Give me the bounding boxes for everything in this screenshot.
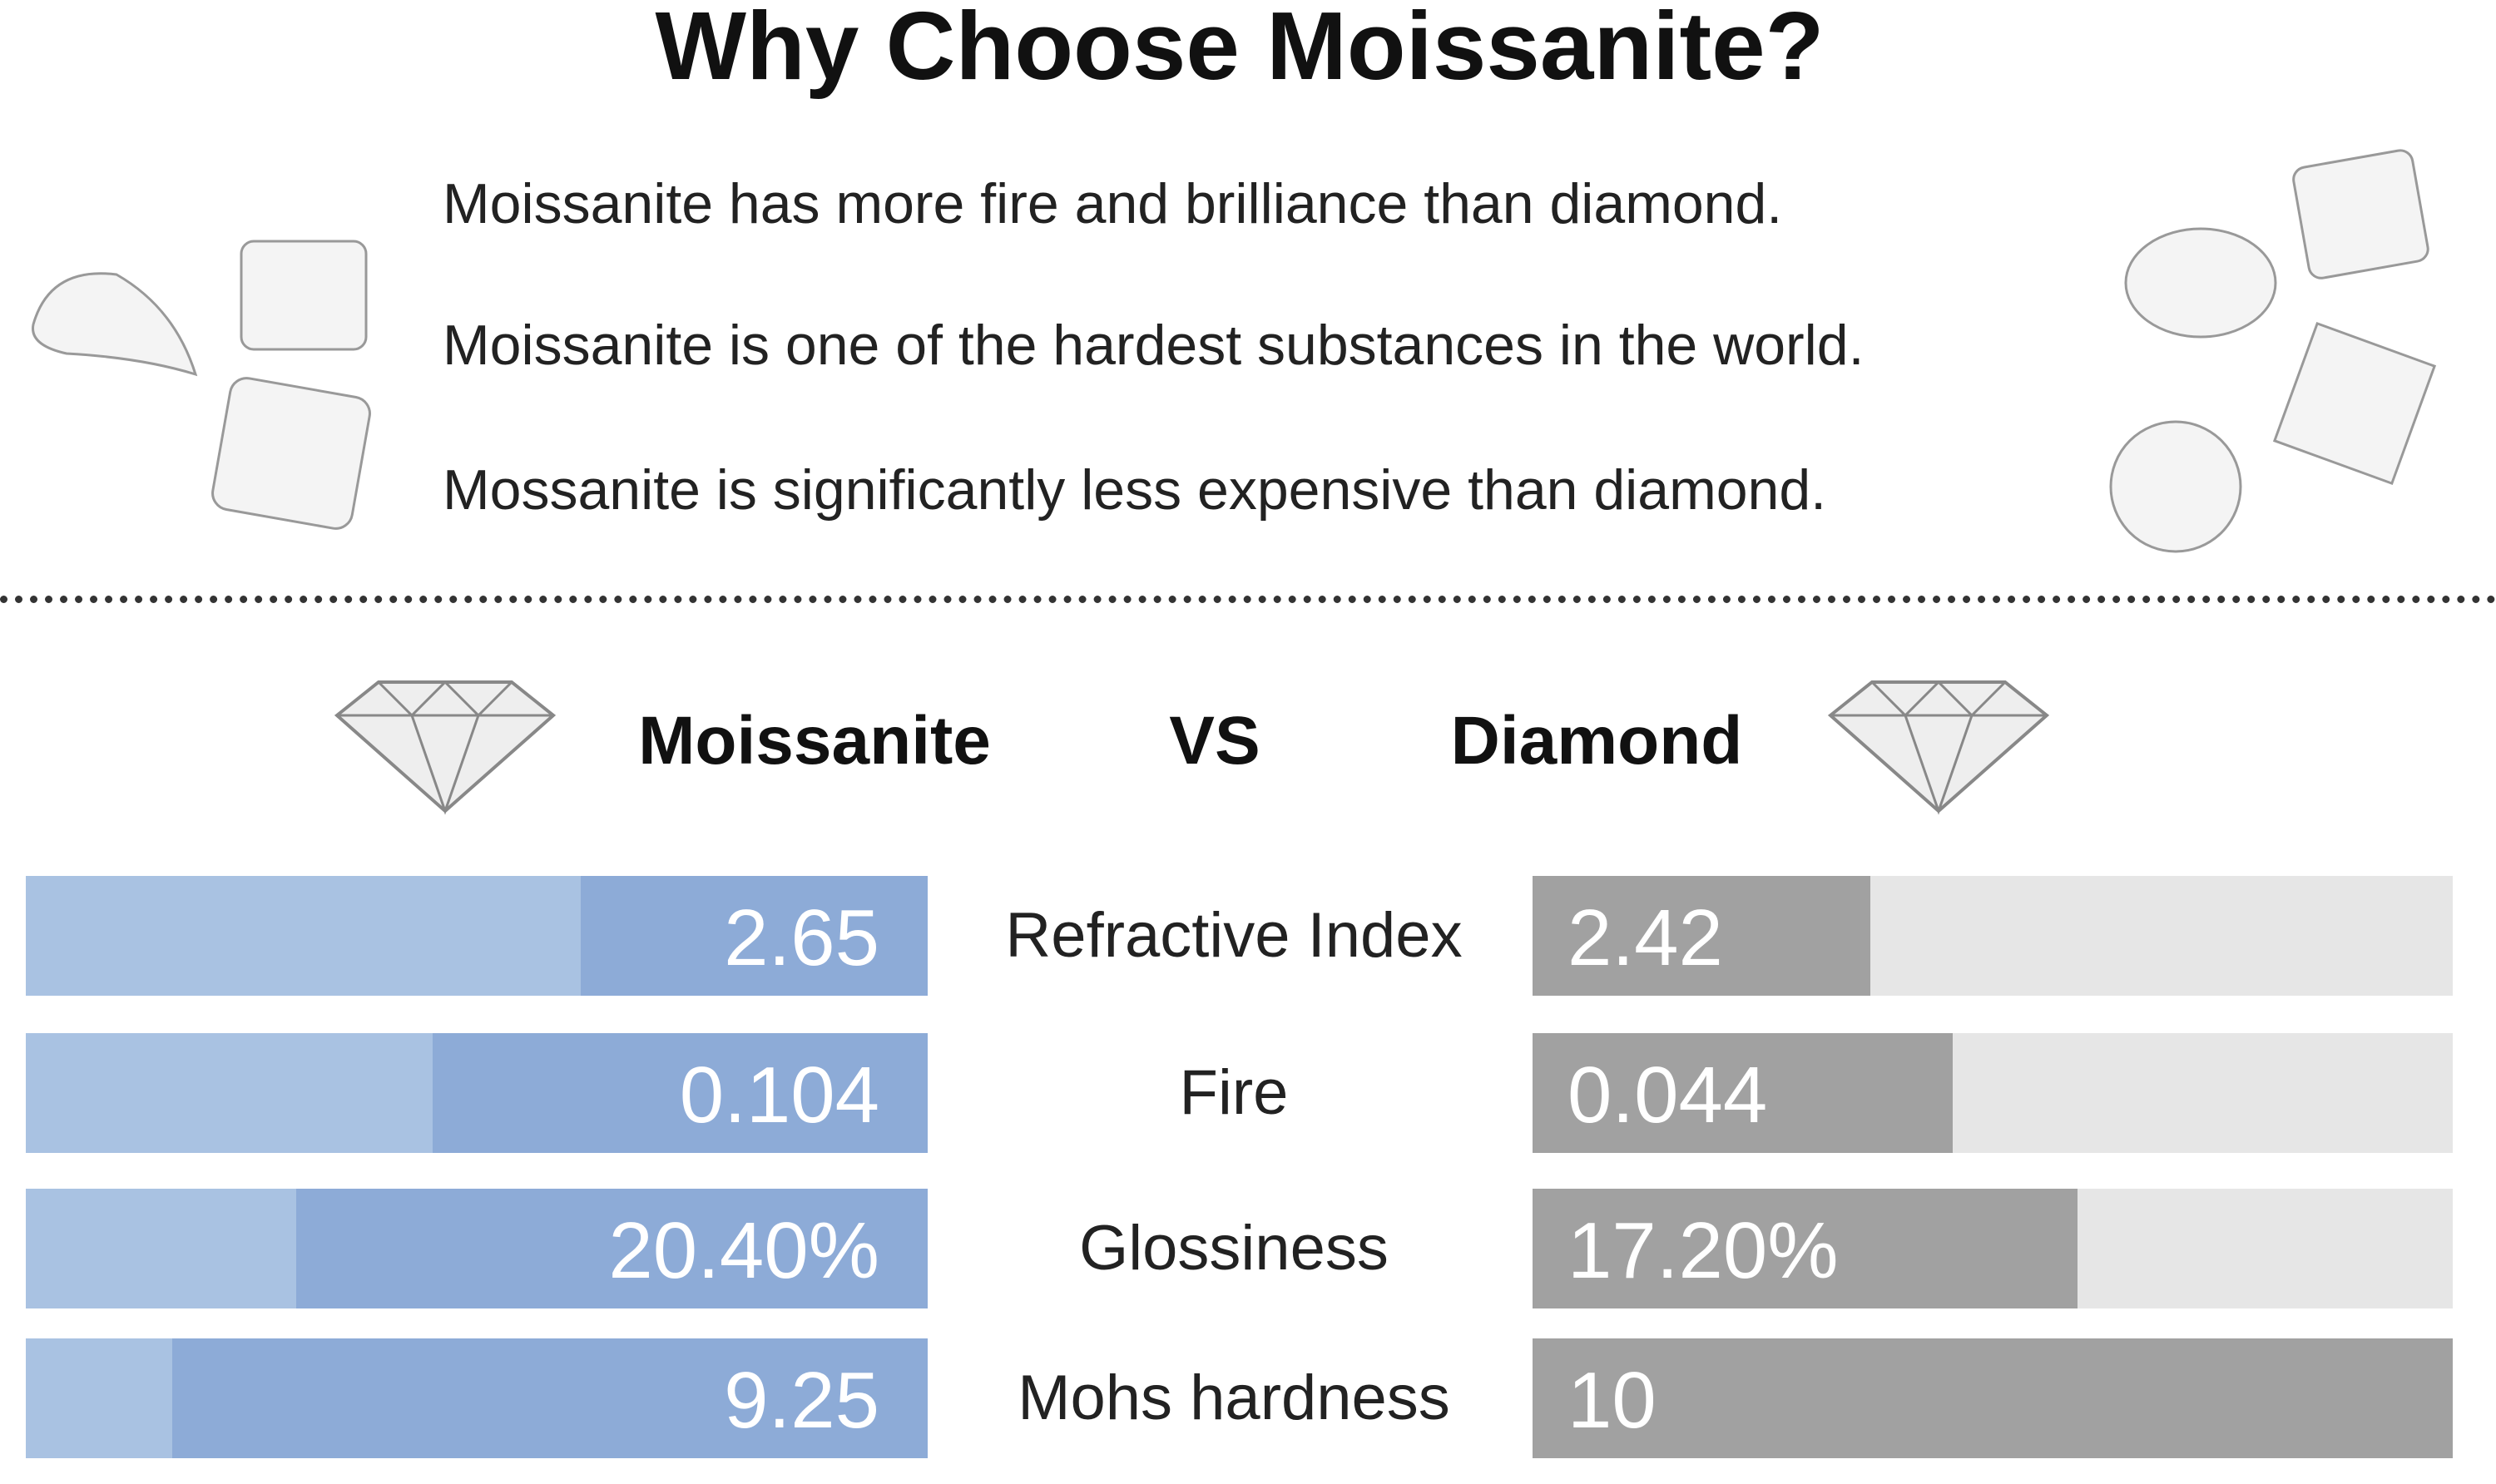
diamond-bar: 2.42 [1533,876,2453,996]
moissanite-bar: 20.40% [26,1189,928,1308]
moissanite-value: 2.65 [724,893,879,982]
property-label: Fire [1179,1057,1289,1128]
gems-left [32,240,371,530]
moissanite-bar-fill [296,1189,928,1308]
benefit: Moissanite has more fire and brilliance … [443,172,1783,235]
left-name: Moissanite [638,703,991,779]
property-label: Refractive Index [1005,900,1463,971]
diamond-icon [1827,680,2050,815]
title: Why Choose Moissanite? [655,0,1825,100]
benefit: Mossanite is significantly less expensiv… [443,458,1827,522]
diamond-bar: 0.044 [1533,1033,2453,1153]
moissanite-bar: 0.104 [26,1033,928,1153]
moissanite-bar-fill [581,876,928,996]
diamond-icon [334,680,557,815]
vs: VS [1169,703,1260,779]
benefit: Moissanite is one of the hardest substan… [443,314,1865,377]
moissanite-bar-fill [172,1338,928,1458]
diamond-bar: 10 [1533,1338,2453,1458]
property-label: Glossiness [1079,1213,1389,1284]
property-label: Mohs hardness [1018,1363,1450,1433]
diamond-bar-fill [1533,876,1870,996]
diamond-bar: 17.20% [1533,1189,2453,1308]
diamond-value: 10 [1567,1356,1657,1445]
moissanite-bar: 2.65 [26,876,928,996]
divider [0,596,2496,603]
diamond-bar-fill [1533,1033,1953,1153]
diamond-value: 0.044 [1567,1051,1768,1140]
diamond-value: 2.42 [1567,893,1723,982]
moissanite-value: 20.40% [608,1206,879,1295]
right-name: Diamond [1450,703,1743,779]
diamond-bar-fill [1533,1189,2078,1308]
moissanite-bar: 9.25 [26,1338,928,1458]
moissanite-value: 9.25 [724,1356,879,1445]
moissanite-bar-fill [433,1033,928,1153]
gems-right [2109,149,2437,553]
diamond-bar-fill [1533,1338,2453,1458]
moissanite-value: 0.104 [679,1051,879,1140]
diamond-value: 17.20% [1567,1206,1839,1295]
